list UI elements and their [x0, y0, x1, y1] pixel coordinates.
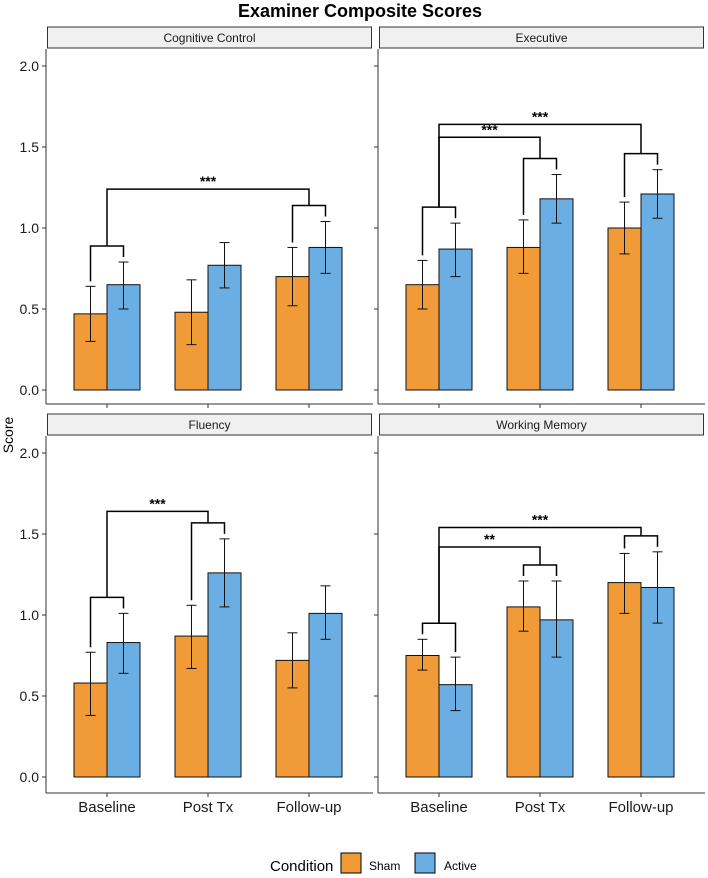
significance-bracket	[438, 123, 642, 208]
legend: Condition Sham Active	[270, 852, 477, 875]
facet-panels: Cognitive Control0.00.51.01.52.0***Execu…	[20, 26, 705, 816]
x-tick-label: Baseline	[78, 799, 136, 816]
facet-strip	[379, 413, 704, 436]
y-tick-label: 1.0	[20, 607, 40, 623]
bar-active	[438, 684, 473, 778]
significance-label: ***	[481, 121, 498, 137]
significance-label: **	[484, 531, 495, 547]
y-tick-label: 1.5	[20, 526, 40, 542]
facet-title: Working Memory	[496, 418, 586, 432]
legend-label-active: Active	[444, 859, 477, 873]
facet-panel: Working Memory Baseline Post Tx Follow-up **…	[374, 413, 705, 816]
group-connector	[421, 206, 457, 256]
x-tick-label: Baseline	[410, 799, 468, 816]
y-tick-label: 0.0	[20, 382, 40, 398]
group-connector	[89, 245, 125, 282]
chart-title: Examiner Composite Scores	[238, 1, 482, 21]
group-connector	[421, 622, 457, 653]
y-tick-label: 0.5	[20, 688, 40, 704]
y-tick-label: 2.0	[20, 58, 40, 74]
group-connector	[522, 564, 558, 576]
facet-title: Cognitive Control	[163, 31, 255, 45]
y-tick-label: 2.0	[20, 445, 40, 461]
legend-swatch-active	[414, 852, 436, 874]
significance-label: ***	[149, 495, 166, 511]
significance-bracket	[106, 510, 209, 598]
y-tick-label: 0.5	[20, 301, 40, 317]
facet-strip	[379, 26, 704, 49]
x-tick-label: Follow-up	[608, 799, 673, 816]
x-tick-label: Post Tx	[183, 799, 234, 816]
significance-label: ***	[532, 108, 549, 124]
facet-panel: Executive *** ***	[374, 26, 705, 408]
bar-active	[640, 193, 675, 391]
legend-label-sham: Sham	[369, 859, 400, 873]
group-connector	[623, 535, 659, 549]
y-tick-label: 0.0	[20, 769, 40, 785]
bar-sham	[506, 606, 541, 778]
group-connector	[89, 596, 125, 648]
x-tick-label: Post Tx	[515, 799, 566, 816]
facet-panel: Cognitive Control 0.0 0.5 1.0 1.5 2.0 ***	[20, 26, 373, 408]
bar-sham	[607, 227, 642, 391]
y-tick-label: 1.0	[20, 220, 40, 236]
y-tick-label: 1.5	[20, 139, 40, 155]
x-tick-label: Follow-up	[276, 799, 341, 816]
facet-strip	[47, 26, 372, 49]
facet-title: Fluency	[188, 418, 230, 432]
group-connector	[291, 204, 327, 243]
y-axis-label: Score	[0, 417, 16, 454]
bar-active	[308, 612, 343, 778]
significance-bracket	[106, 188, 310, 247]
significance-label: ***	[200, 173, 217, 189]
facet-title: Executive	[515, 31, 567, 45]
legend-title: Condition	[270, 858, 333, 875]
facet-panel: Fluency 0.0 0.5 1.0 1.5 2.0 Baseline Post Tx Fol…	[20, 413, 373, 816]
legend-swatch-sham	[340, 852, 362, 874]
significance-label: ***	[532, 512, 549, 528]
significance-bracket	[438, 136, 541, 208]
facet-strip	[47, 413, 372, 436]
significance-bracket	[438, 526, 642, 624]
group-connector	[623, 152, 659, 198]
bar-active	[539, 198, 574, 391]
bar-sham	[405, 655, 440, 778]
